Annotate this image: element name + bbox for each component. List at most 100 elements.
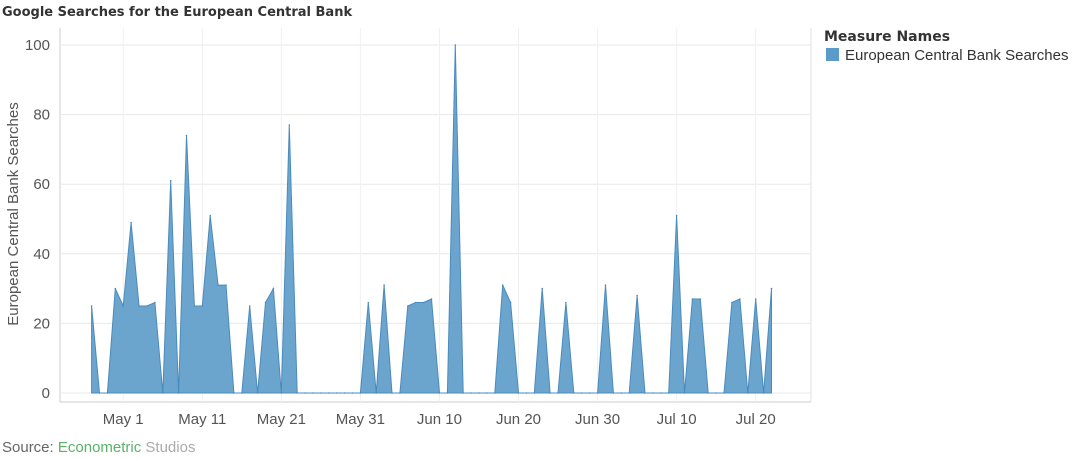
series-area-layer <box>90 44 773 394</box>
data-point <box>446 392 449 394</box>
x-tick-label: Jul 10 <box>657 411 697 428</box>
data-point <box>154 301 156 304</box>
data-point <box>723 392 725 394</box>
data-point <box>580 392 583 394</box>
x-tick-label: Jun 10 <box>417 411 462 428</box>
data-point <box>707 392 709 394</box>
data-point <box>588 392 591 394</box>
data-point <box>667 392 670 394</box>
data-point <box>438 392 441 394</box>
data-point <box>146 305 148 307</box>
legend: Measure Names European Central Bank Sear… <box>824 29 1068 64</box>
data-point <box>296 392 299 394</box>
data-point <box>762 392 765 394</box>
source-brand-studios[interactable]: Studios <box>141 439 196 456</box>
data-point <box>114 287 117 290</box>
legend-swatch <box>826 48 839 61</box>
y-tick-label: 80 <box>33 107 50 124</box>
data-point <box>304 392 306 394</box>
x-tick-label: May 1 <box>103 411 144 428</box>
data-point <box>470 392 472 394</box>
data-point <box>454 44 457 46</box>
data-point <box>328 392 330 394</box>
data-point <box>90 305 93 307</box>
data-point <box>430 298 433 300</box>
x-axis-ticks: May 1 May 11 May 21 May 31 Jun 10 Jun 20 Jun 3… <box>103 411 776 428</box>
legend-entry-label: European Central Bank Searches <box>845 47 1068 64</box>
data-point <box>201 305 204 307</box>
data-point <box>770 287 773 290</box>
data-point <box>138 305 140 307</box>
legend-title: Measure Names <box>824 29 950 45</box>
data-point <box>509 301 512 304</box>
data-point <box>375 392 378 394</box>
data-point <box>256 392 259 394</box>
y-tick-label: 40 <box>33 246 50 263</box>
data-point <box>177 392 180 394</box>
data-point <box>241 392 243 394</box>
data-point <box>652 392 654 394</box>
data-point <box>478 392 480 394</box>
data-point <box>683 392 686 394</box>
series-area <box>91 44 772 394</box>
y-axis-label: European Central Bank Searches <box>5 102 22 325</box>
data-point <box>754 298 757 300</box>
data-point <box>675 214 678 217</box>
data-point <box>351 392 354 394</box>
data-point <box>98 392 101 394</box>
plot-area <box>59 28 812 403</box>
data-point <box>747 392 749 394</box>
data-point <box>620 392 623 394</box>
data-point <box>264 301 267 304</box>
data-point <box>122 305 124 307</box>
data-point <box>636 294 638 297</box>
data-point <box>533 392 536 394</box>
data-point <box>612 392 615 394</box>
data-point <box>660 392 662 394</box>
data-point <box>525 392 528 394</box>
data-point <box>312 392 314 394</box>
data-point <box>501 284 504 286</box>
x-tick-label: Jun 20 <box>496 411 541 428</box>
data-point <box>541 287 543 290</box>
data-point <box>335 392 338 394</box>
data-point <box>462 392 465 394</box>
data-point <box>217 284 219 286</box>
data-point <box>288 124 291 126</box>
data-point <box>407 305 409 307</box>
data-point <box>549 392 551 394</box>
data-point <box>193 305 196 307</box>
source-brand-econometric[interactable]: Econometric <box>57 439 142 456</box>
data-point <box>644 392 646 394</box>
data-point <box>494 392 496 394</box>
data-point <box>233 392 235 394</box>
data-point <box>557 392 559 394</box>
source-prefix: Source: <box>2 439 58 456</box>
data-point <box>391 392 393 394</box>
x-tick-label: May 31 <box>336 411 385 428</box>
y-axis-ticks: 0 20 40 60 80 100 <box>25 37 50 402</box>
x-tick-label: May 11 <box>178 411 226 428</box>
data-point <box>414 301 417 304</box>
data-point <box>280 392 283 394</box>
data-point <box>628 392 630 394</box>
data-point <box>596 392 599 394</box>
data-point <box>343 392 346 394</box>
y-tick-label: 100 <box>25 37 50 54</box>
data-point <box>517 392 520 394</box>
chart-title: Google Searches for the European Central… <box>2 5 352 20</box>
y-tick-label: 0 <box>42 385 50 402</box>
y-tick-label: 20 <box>33 315 50 332</box>
source-credit: Source: Econometric Studios <box>2 439 195 456</box>
y-tick-label: 60 <box>33 176 50 193</box>
data-point <box>185 134 188 137</box>
data-point <box>225 284 227 286</box>
data-point <box>573 392 575 394</box>
data-point <box>699 298 702 300</box>
data-point <box>565 301 567 304</box>
data-point <box>359 392 362 394</box>
data-point <box>486 392 488 394</box>
data-point <box>715 392 717 394</box>
data-point <box>248 305 251 307</box>
